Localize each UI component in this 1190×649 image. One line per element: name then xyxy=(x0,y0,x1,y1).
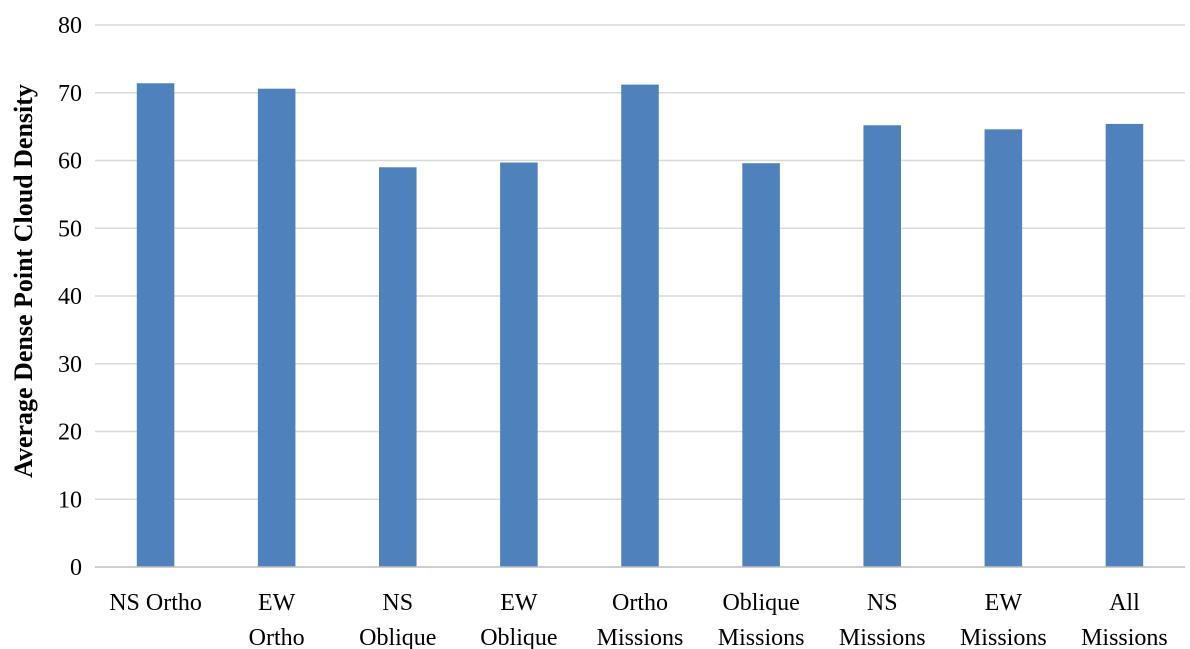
y-axis-title: Average Dense Point Cloud Density xyxy=(9,84,38,478)
y-tick-label: 50 xyxy=(58,216,82,242)
x-tick-label-line: Missions xyxy=(1081,625,1168,649)
y-tick-label: 30 xyxy=(58,352,82,378)
x-tick-label-line: NS xyxy=(867,590,898,616)
x-tick-label-line: Missions xyxy=(718,625,805,649)
x-tick-label-line: Oblique xyxy=(722,590,799,616)
y-tick-label: 10 xyxy=(58,487,82,513)
x-tick-label-line: Ortho xyxy=(249,625,305,649)
y-tick-label: 20 xyxy=(58,420,82,446)
x-tick-label-line: Oblique xyxy=(480,625,557,649)
y-tick-label: 70 xyxy=(58,81,82,107)
x-tick-label: Ortho Missions xyxy=(597,590,684,649)
x-axis-ticks: NS Ortho EW Ortho NS Oblique EW Oblique Ortho Mi… xyxy=(109,590,1168,649)
x-tick-label-line: Missions xyxy=(960,625,1047,649)
x-tick-label-line: NS xyxy=(382,590,413,616)
bars xyxy=(136,83,1144,568)
y-tick-label: 80 xyxy=(58,13,82,39)
bar xyxy=(500,162,538,567)
x-tick-label-line: EW xyxy=(258,590,296,616)
x-tick-label: NS Oblique xyxy=(359,590,436,649)
x-tick-label-line: EW xyxy=(500,590,538,616)
x-tick-label-line: EW xyxy=(985,590,1023,616)
x-tick-label-line: Missions xyxy=(839,625,926,649)
bar xyxy=(984,129,1023,567)
bar xyxy=(1105,123,1144,567)
x-tick-label-line: Oblique xyxy=(359,625,436,649)
x-tick-label-line: Missions xyxy=(597,625,684,649)
y-tick-label: 40 xyxy=(58,284,82,310)
x-tick-label-line: Ortho xyxy=(612,590,668,616)
bar xyxy=(379,167,417,567)
x-tick-label: NS Ortho xyxy=(109,590,202,616)
x-tick-label: All Missions xyxy=(1081,590,1168,649)
bar xyxy=(136,83,175,567)
x-tick-label: NS Missions xyxy=(839,590,926,649)
x-tick-label: EW Oblique xyxy=(480,590,557,649)
bar xyxy=(863,125,901,568)
y-tick-label: 60 xyxy=(58,149,82,175)
y-tick-label: 0 xyxy=(70,555,82,581)
x-tick-label: EW Missions xyxy=(960,590,1047,649)
x-tick-label: Oblique Missions xyxy=(718,590,805,649)
y-axis-ticks: 0 10 20 30 40 50 60 70 80 xyxy=(58,13,82,581)
x-tick-label: EW Ortho xyxy=(249,590,305,649)
bar xyxy=(621,84,659,568)
bar xyxy=(257,88,296,567)
x-tick-label-line: All xyxy=(1109,590,1140,616)
bar xyxy=(742,163,780,567)
x-tick-label-line: NS Ortho xyxy=(109,590,202,616)
